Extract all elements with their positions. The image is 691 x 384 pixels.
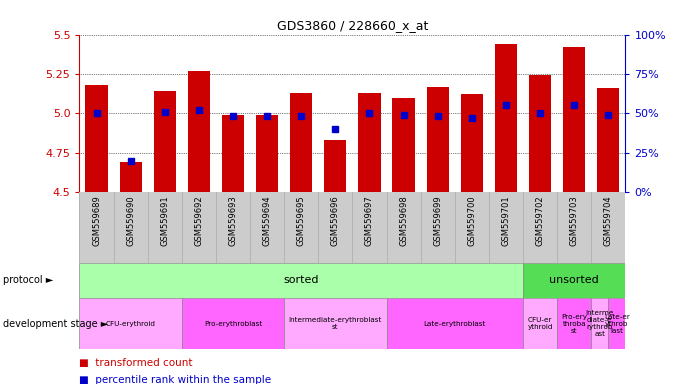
Text: GSM559704: GSM559704 bbox=[604, 195, 613, 246]
Text: ■  transformed count: ■ transformed count bbox=[79, 358, 193, 368]
Text: Late-er
ythrob
last: Late-er ythrob last bbox=[604, 313, 630, 334]
Bar bbox=[461, 94, 483, 192]
Text: GSM559702: GSM559702 bbox=[536, 195, 545, 246]
Text: GSM559695: GSM559695 bbox=[296, 195, 305, 246]
Text: ■  percentile rank within the sample: ■ percentile rank within the sample bbox=[79, 375, 272, 384]
Bar bbox=[426, 86, 448, 192]
Bar bbox=[608, 298, 625, 349]
Text: Late-erythroblast: Late-erythroblast bbox=[424, 321, 486, 326]
Text: GSM559697: GSM559697 bbox=[365, 195, 374, 246]
Bar bbox=[120, 162, 142, 192]
Text: CFU-er
ythroid: CFU-er ythroid bbox=[527, 317, 553, 330]
Text: GSM559703: GSM559703 bbox=[569, 195, 578, 246]
Text: CFU-erythroid: CFU-erythroid bbox=[106, 321, 155, 326]
Text: sorted: sorted bbox=[283, 275, 319, 285]
Bar bbox=[79, 263, 523, 298]
Bar bbox=[153, 91, 176, 192]
Bar bbox=[222, 115, 244, 192]
Text: Pro-erythroblast: Pro-erythroblast bbox=[204, 321, 262, 326]
Bar bbox=[523, 298, 557, 349]
Text: unsorted: unsorted bbox=[549, 275, 599, 285]
Text: Intermediate-erythroblast
st: Intermediate-erythroblast st bbox=[289, 317, 382, 330]
Bar bbox=[359, 93, 381, 192]
Bar bbox=[86, 85, 108, 192]
Bar bbox=[290, 93, 312, 192]
Bar bbox=[386, 298, 523, 349]
Text: GSM559694: GSM559694 bbox=[263, 195, 272, 246]
Bar bbox=[563, 47, 585, 192]
Text: GSM559696: GSM559696 bbox=[331, 195, 340, 246]
Text: GSM559692: GSM559692 bbox=[194, 195, 203, 246]
Bar bbox=[324, 140, 346, 192]
Bar bbox=[182, 298, 284, 349]
Text: Pro-ery
throba
st: Pro-ery throba st bbox=[561, 313, 587, 334]
Text: development stage ►: development stage ► bbox=[3, 318, 108, 329]
Bar bbox=[523, 263, 625, 298]
Text: GSM559698: GSM559698 bbox=[399, 195, 408, 246]
Text: GSM559699: GSM559699 bbox=[433, 195, 442, 246]
Bar bbox=[284, 298, 386, 349]
Text: GSM559700: GSM559700 bbox=[467, 195, 476, 246]
Text: GSM559689: GSM559689 bbox=[92, 195, 101, 246]
Bar bbox=[188, 71, 210, 192]
Bar bbox=[79, 298, 182, 349]
Text: GSM559690: GSM559690 bbox=[126, 195, 135, 246]
Text: GSM559701: GSM559701 bbox=[502, 195, 511, 246]
Bar bbox=[495, 44, 517, 192]
Bar bbox=[392, 98, 415, 192]
Text: GSM559691: GSM559691 bbox=[160, 195, 169, 246]
Bar bbox=[591, 298, 608, 349]
Title: GDS3860 / 228660_x_at: GDS3860 / 228660_x_at bbox=[276, 19, 428, 32]
Text: Interme
diate-e
rythrob
ast: Interme diate-e rythrob ast bbox=[585, 310, 614, 337]
Text: GSM559693: GSM559693 bbox=[229, 195, 238, 246]
Bar bbox=[597, 88, 619, 192]
Bar bbox=[557, 298, 591, 349]
Bar bbox=[256, 115, 278, 192]
Text: protocol ►: protocol ► bbox=[3, 275, 54, 285]
Bar bbox=[529, 76, 551, 192]
